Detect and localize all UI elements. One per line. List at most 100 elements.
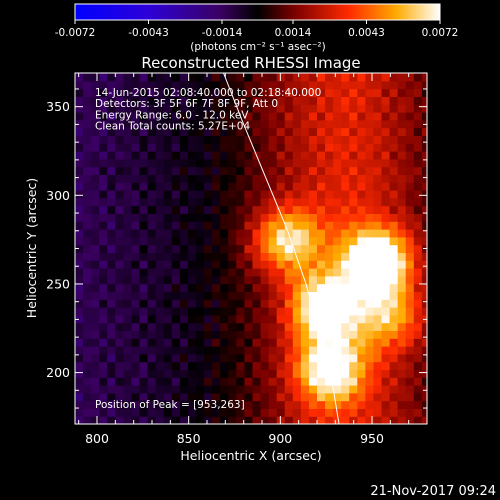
- heatmap-cell: [236, 314, 245, 324]
- heatmap-cell: [212, 291, 221, 300]
- heatmap-cell: [131, 221, 141, 230]
- heatmap-cell: [212, 322, 221, 331]
- heatmap-cell: [268, 260, 278, 269]
- heatmap-cell: [163, 275, 173, 285]
- heatmap-cell: [413, 268, 423, 277]
- heatmap-cell: [381, 385, 391, 394]
- heatmap-cell: [244, 80, 254, 90]
- heatmap-cell: [389, 377, 399, 386]
- heatmap-cell: [244, 408, 254, 417]
- heatmap-cell: [115, 369, 124, 378]
- heatmap-cell: [187, 229, 197, 238]
- heatmap-cell: [397, 112, 407, 121]
- heatmap-cell: [99, 73, 108, 74]
- heatmap-cell: [163, 400, 173, 409]
- heatmap-cell: [155, 299, 165, 308]
- heatmap-cell: [179, 112, 189, 121]
- heatmap-cell: [333, 80, 342, 90]
- heatmap-cell: [131, 158, 141, 168]
- heatmap-cell: [83, 361, 92, 370]
- heatmap-cell: [91, 377, 100, 386]
- heatmap-cell: [115, 205, 124, 214]
- heatmap-cell: [317, 353, 326, 363]
- heatmap-cell: [389, 307, 399, 316]
- heatmap-cell: [91, 213, 100, 222]
- heatmap-cell: [397, 283, 407, 292]
- heatmap-cell: [349, 190, 358, 199]
- heatmap-cell: [292, 268, 302, 277]
- heatmap-cell: [284, 346, 294, 355]
- heatmap-cell: [325, 299, 334, 308]
- heatmap-cell: [365, 260, 375, 269]
- heatmap-cell: [171, 322, 181, 331]
- heatmap-cell: [397, 151, 407, 160]
- heatmap-cell: [75, 112, 84, 121]
- heatmap-cell: [171, 346, 181, 355]
- heatmap-cell: [389, 151, 399, 160]
- heatmap-cell: [341, 229, 350, 238]
- heatmap-cell: [99, 96, 108, 105]
- heatmap-cell: [83, 408, 92, 417]
- heatmap-cell: [75, 73, 84, 82]
- heatmap-cell: [341, 330, 350, 339]
- heatmap-cell: [317, 127, 326, 136]
- heatmap-cell: [220, 260, 229, 269]
- heatmap-cell: [179, 244, 189, 253]
- heatmap-cell: [139, 361, 149, 370]
- heatmap-cell: [252, 88, 262, 97]
- x-tick-label: 900: [268, 431, 292, 446]
- heatmap-cell: [389, 283, 399, 292]
- heatmap-cell: [99, 314, 108, 324]
- heatmap-cell: [171, 330, 181, 339]
- heatmap-cell: [91, 400, 100, 409]
- heatmap-cell: [75, 143, 84, 152]
- heatmap-cell: [179, 197, 189, 207]
- heatmap-cell: [373, 73, 383, 82]
- heatmap-cell: [131, 151, 141, 160]
- heatmap-cell: [373, 260, 383, 269]
- heatmap-cell: [91, 158, 100, 168]
- heatmap-cell: [325, 174, 334, 183]
- heatmap-cell: [244, 377, 254, 386]
- heatmap-cell: [292, 252, 302, 261]
- heatmap-cell: [268, 205, 278, 214]
- heatmap-cell: [220, 322, 229, 331]
- heatmap-cell: [171, 338, 181, 347]
- info-line: Energy Range: 6.0 - 12.0 keV: [95, 109, 249, 121]
- heatmap-cell: [107, 385, 116, 394]
- heatmap-cell: [123, 346, 133, 355]
- heatmap-cell: [349, 119, 358, 129]
- heatmap-cell: [196, 408, 205, 417]
- heatmap-cell: [389, 299, 399, 308]
- heatmap-cell: [131, 353, 141, 363]
- heatmap-cell: [341, 166, 350, 175]
- heatmap-cell: [115, 166, 124, 175]
- heatmap-cell: [413, 174, 423, 183]
- heatmap-cell: [300, 127, 310, 136]
- heatmap-cell: [171, 385, 181, 394]
- heatmap-cell: [228, 151, 237, 160]
- heatmap-cell: [300, 260, 310, 269]
- heatmap-cell: [413, 291, 423, 300]
- heatmap-cell: [349, 330, 358, 339]
- heatmap-cell: [292, 143, 302, 152]
- heatmap-cell: [204, 190, 213, 199]
- heatmap-cell: [139, 73, 149, 82]
- heatmap-cell: [276, 213, 286, 222]
- heatmap-cell: [308, 330, 318, 339]
- heatmap-cell: [179, 260, 189, 269]
- heatmap-cell: [300, 400, 310, 409]
- heatmap-cell: [163, 221, 173, 230]
- heatmap-cell: [341, 80, 350, 90]
- heatmap-cell: [252, 361, 262, 370]
- heatmap-cell: [381, 174, 391, 183]
- heatmap-cell: [220, 96, 229, 105]
- heatmap-cell: [163, 112, 173, 121]
- heatmap-cell: [421, 283, 427, 292]
- heatmap-cell: [349, 299, 358, 308]
- heatmap-cell: [405, 244, 415, 253]
- heatmap-cell: [389, 338, 399, 347]
- heatmap-cell: [236, 229, 245, 238]
- heatmap-cell: [381, 73, 391, 82]
- heatmap-cell: [163, 283, 173, 292]
